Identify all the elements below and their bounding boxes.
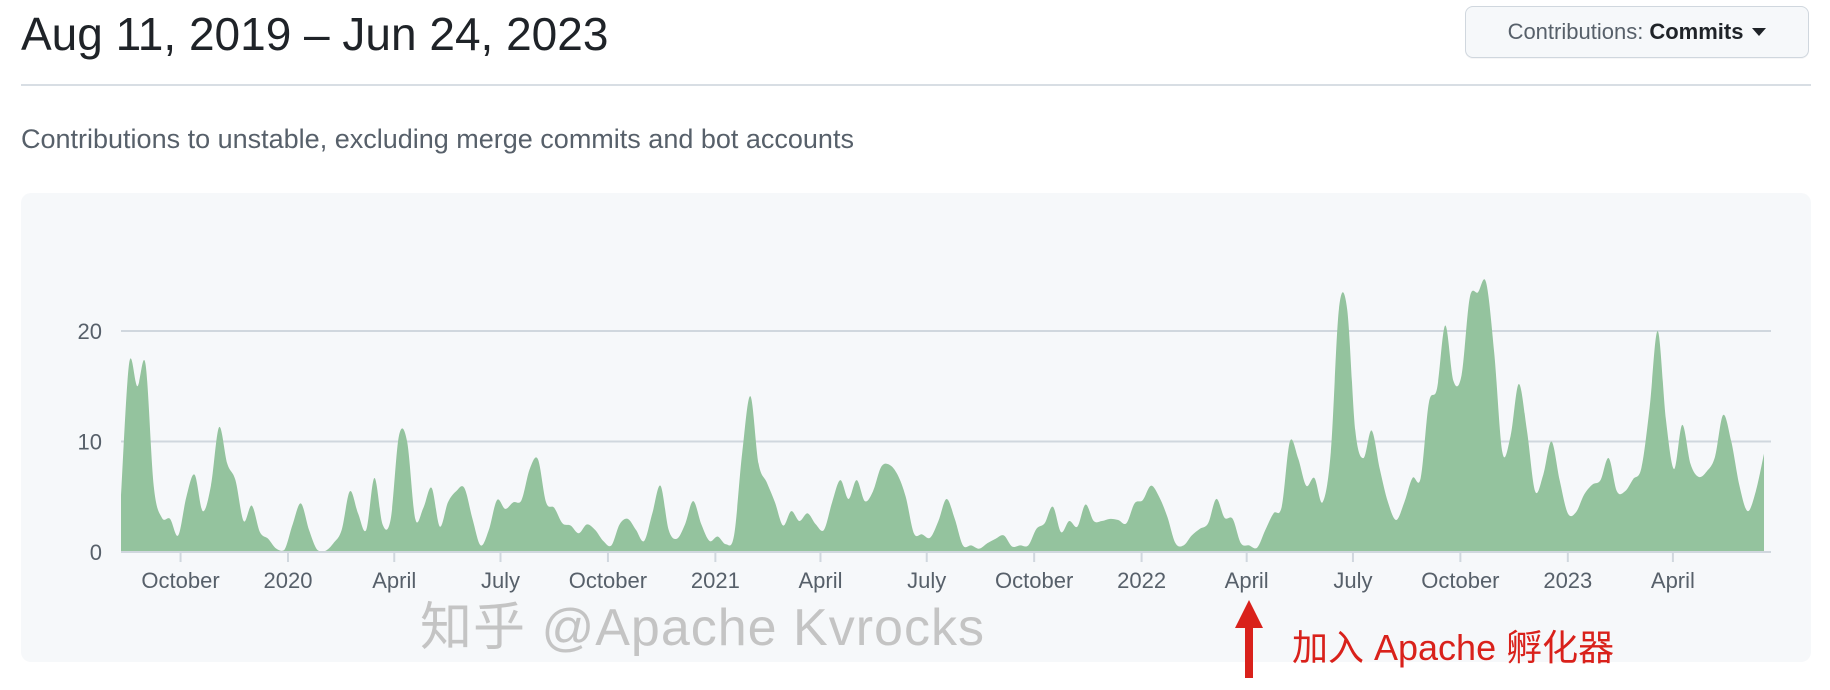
y-tick-label: 0 [90,540,102,565]
contributions-type-dropdown[interactable]: Contributions: Commits [1465,6,1809,58]
x-tick-label: 2020 [264,568,313,593]
x-tick-label: 2023 [1543,568,1592,593]
y-tick-label: 20 [78,319,102,344]
x-tick-label: October [141,568,219,593]
divider [21,84,1811,86]
chart-subtitle: Contributions to unstable, excluding mer… [21,124,854,154]
x-tick-label: 2022 [1117,568,1166,593]
x-tick-label: July [481,568,520,593]
watermark: 知乎 @Apache Kvrocks [420,599,985,657]
x-tick-label: April [372,568,416,593]
arrow-up-icon [1235,600,1263,678]
annotation-label: 加入 Apache 孵化器 [1292,627,1615,668]
dropdown-prefix: Contributions: [1507,19,1644,44]
x-tick-label: July [1333,568,1372,593]
dropdown-value: Commits [1649,19,1744,44]
x-tick-label: July [907,568,946,593]
x-tick-label: April [1225,568,1269,593]
x-tick-label: October [995,568,1073,593]
x-tick-label: October [569,568,647,593]
x-tick-label: 2021 [691,568,740,593]
x-tick-label: October [1421,568,1499,593]
y-tick-label: 10 [78,430,102,455]
x-tick-label: April [798,568,842,593]
page-title: Aug 11, 2019 – Jun 24, 2023 [21,8,609,60]
commits-area [121,279,1764,552]
x-tick-label: April [1651,568,1695,593]
caret-down-icon [1752,28,1767,36]
